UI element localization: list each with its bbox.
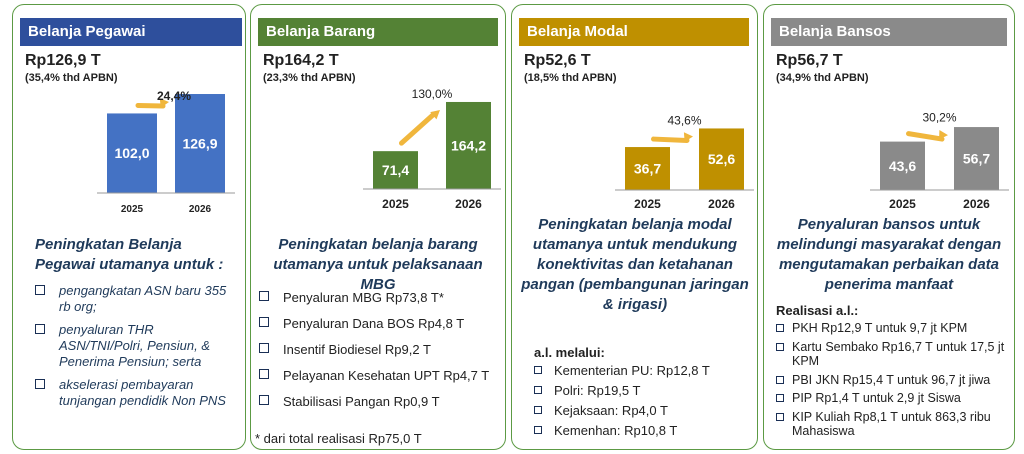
bar-2026 [446, 101, 491, 189]
growth-arrow-icon [651, 132, 693, 143]
panel-belanja-bansos: Belanja Bansos Rp56,7 T (34,9% thd APBN)… [763, 4, 1015, 450]
panel-header: Belanja Pegawai [20, 18, 242, 46]
growth-arrow-icon [135, 98, 169, 109]
list-item: Penyaluran Dana BOS Rp4,8 T [259, 316, 499, 331]
apbn-share: (35,4% thd APBN) [25, 72, 118, 84]
growth-label: 130,0% [412, 87, 453, 101]
bar-2025 [373, 151, 418, 189]
x-tick-label: 2025 [121, 204, 144, 215]
x-tick-label: 2025 [382, 197, 409, 211]
bar-chart-modal: 36,7 2025 52,6 2026 43,6% [615, 113, 754, 211]
panel-header: Belanja Bansos [771, 18, 1007, 46]
checkbox-bullet-icon [35, 324, 45, 334]
panel-belanja-barang: Belanja Barang Rp164,2 T (23,3% thd APBN… [250, 4, 506, 450]
apbn-share: (23,3% thd APBN) [263, 72, 356, 84]
checkbox-bullet-icon [259, 291, 269, 301]
bar-2025 [625, 147, 670, 190]
checkbox-bullet-icon [776, 375, 784, 384]
panel-belanja-pegawai: Belanja Pegawai Rp126,9 T (35,4% thd APB… [12, 4, 246, 450]
bar-chart-barang: 71,4 2025 164,2 2026 130,0% [363, 87, 501, 211]
checkbox-bullet-icon [259, 343, 269, 353]
x-tick-label: 2026 [455, 197, 482, 211]
list-item: KIP Kuliah Rp8,1 T untuk 863,3 ribu Maha… [776, 410, 1010, 439]
x-tick-label: 2026 [963, 197, 990, 211]
section-heading: Peningkatan belanja modal utamanya untuk… [521, 216, 749, 313]
list-item: Stabilisasi Pangan Rp0,9 T [259, 394, 499, 409]
bar-value-label: 102,0 [114, 145, 149, 161]
checkbox-bullet-icon [776, 412, 784, 421]
section-heading: Peningkatan belanja barang utamanya untu… [273, 236, 483, 293]
section-heading: Peningkatan Belanja Pegawai utamanya unt… [35, 236, 224, 273]
checkbox-bullet-icon [534, 386, 542, 394]
list-item: Kementerian PU: Rp12,8 T [534, 363, 752, 378]
apbn-share: (34,9% thd APBN) [776, 72, 869, 84]
bar-value-label: 71,4 [382, 162, 409, 178]
checkbox-bullet-icon [776, 394, 784, 402]
bullet-list: pengangkatan ASN baru 355 rb org; penyal… [35, 283, 241, 416]
bar-value-label: 56,7 [963, 151, 990, 167]
sublabel: Realisasi a.l.: [776, 303, 859, 318]
growth-arrow-icon [906, 129, 948, 142]
checkbox-bullet-icon [35, 379, 45, 389]
panel-header: Belanja Modal [519, 18, 749, 46]
bar-2025 [880, 141, 925, 190]
checkbox-bullet-icon [35, 285, 45, 295]
list-item: penyaluran THR ASN/TNI/Polri, Pensiun, &… [35, 322, 241, 370]
list-item: Pelayanan Kesehatan UPT Rp4,7 T [259, 368, 499, 383]
checkbox-bullet-icon [776, 324, 784, 332]
list-item: Insentif Biodiesel Rp9,2 T [259, 342, 499, 357]
growth-arrow-icon [399, 109, 440, 146]
x-tick-label: 2026 [708, 197, 735, 211]
checkbox-bullet-icon [534, 406, 542, 414]
list-item: Kemenhan: Rp10,8 T [534, 423, 752, 438]
footnote: * dari total realisasi Rp75,0 T [255, 431, 422, 446]
x-tick-label: 2026 [189, 204, 212, 215]
section-heading: Penyaluran bansos untuk melindungi masya… [776, 216, 1002, 293]
list-item: akselerasi pembayaran tunjangan pendidik… [35, 377, 241, 409]
bullet-list: Kementerian PU: Rp12,8 T Polri: Rp19,5 T… [534, 363, 752, 443]
bar-value-label: 36,7 [634, 161, 661, 177]
growth-label: 24,4% [157, 89, 191, 103]
checkbox-bullet-icon [534, 426, 542, 434]
x-tick-label: 2025 [634, 197, 661, 211]
bullet-list: Penyaluran MBG Rp73,8 T* Penyaluran Dana… [259, 290, 499, 420]
checkbox-bullet-icon [534, 366, 542, 374]
growth-label: 30,2% [922, 111, 956, 125]
bar-2026 [175, 94, 225, 193]
apbn-share: (18,5% thd APBN) [524, 72, 617, 84]
list-item: Kejaksaan: Rp4,0 T [534, 403, 752, 418]
list-item: pengangkatan ASN baru 355 rb org; [35, 283, 241, 315]
checkbox-bullet-icon [259, 317, 269, 327]
bar-value-label: 126,9 [182, 136, 217, 152]
bar-value-label: 52,6 [708, 151, 735, 167]
bullet-list: PKH Rp12,9 T untuk 9,7 jt KPM Kartu Semb… [776, 321, 1010, 443]
list-item: Polri: Rp19,5 T [534, 383, 752, 398]
list-item: PBI JKN Rp15,4 T untuk 96,7 jt jiwa [776, 373, 1010, 388]
list-item: Penyaluran MBG Rp73,8 T* [259, 290, 499, 305]
bar-chart-pegawai: 102,0 2025 126,9 2026 24,4% [97, 89, 235, 215]
bar-value-label: 43,6 [889, 158, 916, 174]
bar-2025 [107, 113, 157, 193]
amount-value: Rp164,2 T [263, 52, 339, 69]
panel-header: Belanja Barang [258, 18, 498, 46]
growth-label: 43,6% [667, 113, 701, 127]
bar-2026 [699, 128, 744, 190]
bar-2026 [954, 127, 999, 190]
checkbox-bullet-icon [776, 342, 784, 351]
amount-value: Rp56,7 T [776, 52, 843, 69]
checkbox-bullet-icon [259, 395, 269, 405]
amount-value: Rp52,6 T [524, 52, 591, 69]
sublabel: a.l. melalui: [534, 345, 605, 360]
list-item: PKH Rp12,9 T untuk 9,7 jt KPM [776, 321, 1010, 336]
panel-belanja-modal: Belanja Modal Rp52,6 T (18,5% thd APBN) … [511, 4, 758, 450]
checkbox-bullet-icon [259, 369, 269, 379]
amount-value: Rp126,9 T [25, 52, 101, 69]
x-tick-label: 2025 [889, 197, 916, 211]
bar-chart-bansos: 43,6 2025 56,7 2026 30,2% [870, 111, 1009, 211]
list-item: Kartu Sembako Rp16,7 T untuk 17,5 jt KPM [776, 340, 1010, 369]
bar-value-label: 164,2 [451, 137, 486, 153]
list-item: PIP Rp1,4 T untuk 2,9 jt Siswa [776, 391, 1010, 406]
